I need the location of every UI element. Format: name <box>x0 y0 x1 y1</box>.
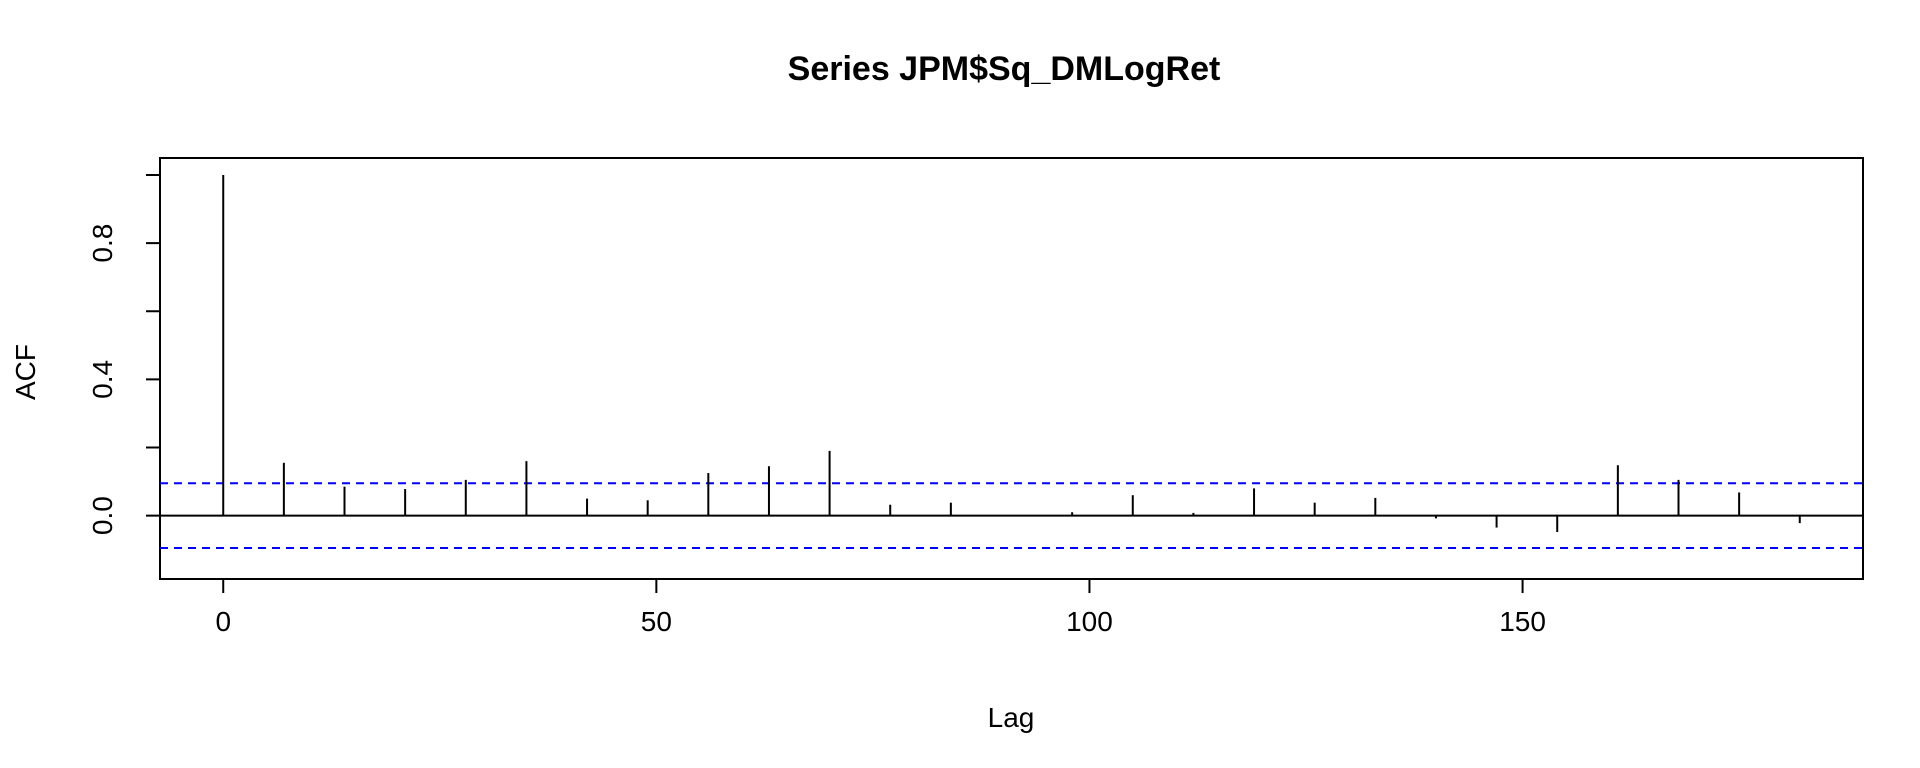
y-tick-label: 0.0 <box>87 496 118 535</box>
confidence-bounds <box>160 482 1863 549</box>
x-axis-label: Lag <box>988 702 1035 733</box>
chart-title: Series JPM$Sq_DMLogRet <box>788 50 1221 88</box>
y-axis: 0.0 0.4 0.8 <box>87 174 161 535</box>
y-tick-label: 0.8 <box>87 224 118 263</box>
x-tick-label: 150 <box>1499 606 1546 637</box>
x-tick-label: 0 <box>215 606 231 637</box>
x-tick-label: 100 <box>1066 606 1113 637</box>
x-axis: 0 50 100 150 <box>215 578 1546 637</box>
y-axis-label: ACF <box>10 344 41 400</box>
y-tick-label: 0.4 <box>87 360 118 399</box>
acf-bars <box>222 175 1801 532</box>
x-tick-label: 50 <box>641 606 672 637</box>
